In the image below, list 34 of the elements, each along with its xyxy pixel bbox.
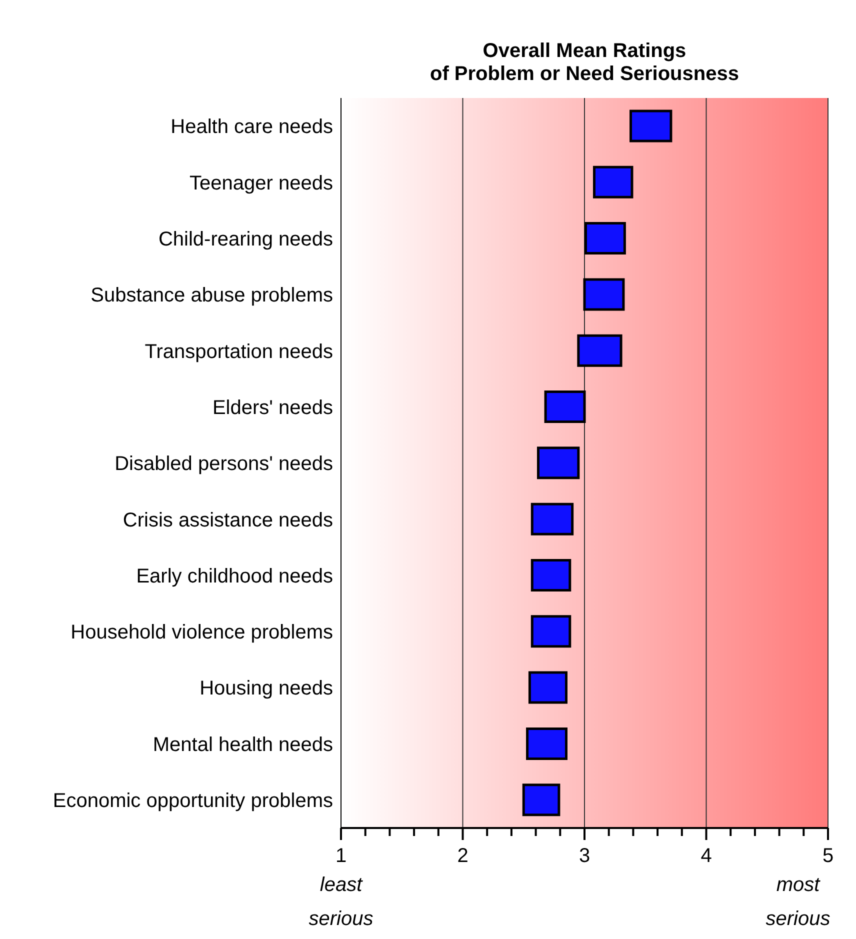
y-tick-label: Transportation needs	[144, 340, 333, 363]
y-tick-label: Disabled persons' needs	[114, 453, 333, 476]
y-tick-label: Housing needs	[200, 678, 333, 700]
bar	[530, 558, 572, 592]
y-tick-label: Mental health needs	[152, 734, 333, 756]
bar	[526, 727, 568, 760]
x-tick-label: 2	[457, 845, 468, 867]
bar	[630, 110, 672, 142]
bar	[583, 278, 625, 311]
y-tick-label: Substance abuse problems	[90, 284, 333, 307]
y-tick-label: Household violence problems	[70, 622, 333, 644]
text: most serious	[764, 873, 832, 932]
chart-title: Overall Mean Ratings of Problem or Need Seriousness	[430, 40, 739, 87]
text: least serious	[308, 873, 374, 932]
bar	[530, 615, 572, 648]
y-tick-label: Economic opportunity problems	[52, 790, 333, 812]
bar	[530, 502, 574, 536]
bar	[592, 166, 634, 198]
y-tick-label: Child-rearing needs	[158, 228, 333, 250]
x-tick-label: 1	[335, 845, 347, 867]
x-tick-label: 5	[822, 845, 834, 867]
y-tick-label: Early childhood needs	[136, 565, 333, 588]
x-tick-label: 4	[700, 845, 712, 867]
bar	[577, 334, 622, 367]
bar	[522, 784, 560, 816]
y-tick-label: Crisis assistance needs	[122, 509, 333, 532]
bar	[528, 671, 568, 704]
bar	[536, 446, 580, 480]
y-tick-label: Teenager needs	[190, 172, 333, 194]
y-tick-label: Elders' needs	[212, 396, 333, 419]
x-tick-label: 3	[578, 845, 590, 867]
bar	[584, 222, 626, 255]
y-tick-label: Health care needs	[170, 116, 333, 138]
bar	[544, 390, 586, 424]
